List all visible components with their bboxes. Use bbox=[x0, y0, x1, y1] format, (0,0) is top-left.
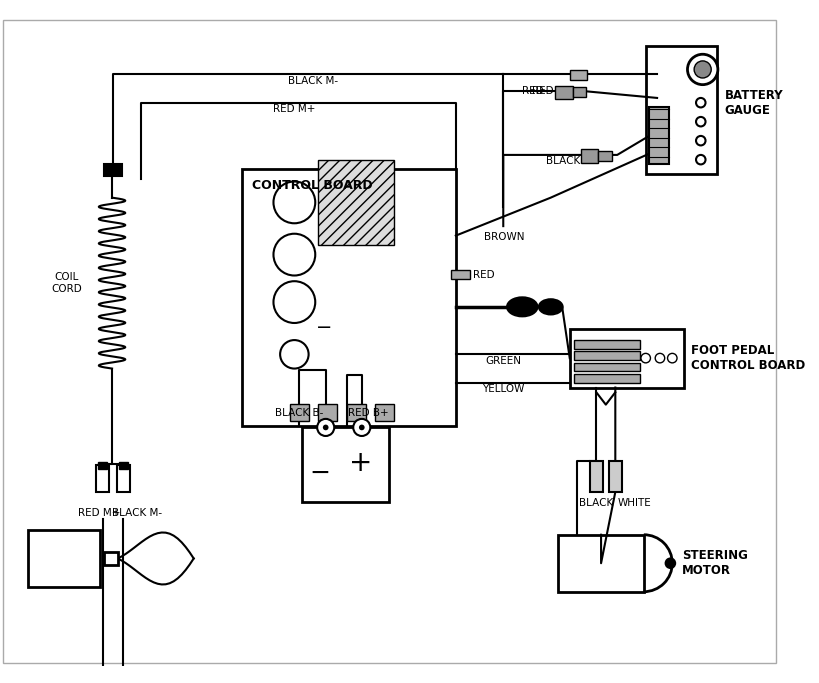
Circle shape bbox=[654, 353, 664, 363]
Text: RED: RED bbox=[522, 86, 543, 96]
Bar bbox=[581, 149, 598, 163]
Bar bbox=[572, 352, 639, 360]
Bar bbox=[318, 404, 337, 421]
Text: YELLOW: YELLOW bbox=[482, 385, 524, 394]
Text: CONTROL BOARD: CONTROL BOARD bbox=[251, 179, 372, 192]
Text: RED: RED bbox=[531, 86, 553, 96]
Bar bbox=[572, 363, 639, 372]
Bar bbox=[648, 107, 668, 165]
Text: BLACK M-: BLACK M- bbox=[112, 507, 162, 518]
Text: BLACK: BLACK bbox=[578, 499, 613, 508]
Bar bbox=[608, 460, 621, 492]
Bar bbox=[554, 85, 572, 99]
Circle shape bbox=[665, 559, 674, 568]
Circle shape bbox=[353, 419, 370, 436]
Text: COIL
CORD: COIL CORD bbox=[51, 273, 82, 294]
Bar bbox=[572, 87, 585, 97]
Text: $-$: $-$ bbox=[314, 316, 331, 335]
Circle shape bbox=[274, 234, 314, 275]
Bar bbox=[104, 552, 118, 565]
Bar bbox=[450, 270, 469, 279]
Circle shape bbox=[317, 419, 334, 436]
Text: RED M+: RED M+ bbox=[273, 104, 315, 114]
Bar bbox=[346, 404, 365, 421]
Circle shape bbox=[323, 425, 328, 430]
Bar bbox=[569, 70, 586, 80]
Bar bbox=[301, 428, 389, 501]
Bar bbox=[242, 169, 455, 426]
Bar bbox=[318, 160, 394, 245]
Circle shape bbox=[686, 54, 717, 85]
Text: RED: RED bbox=[473, 270, 494, 280]
Circle shape bbox=[640, 353, 649, 363]
Text: BLACK B-: BLACK B- bbox=[275, 408, 324, 418]
Bar bbox=[337, 174, 355, 217]
Text: WHITE: WHITE bbox=[617, 499, 650, 508]
Bar bbox=[569, 329, 683, 387]
Bar bbox=[289, 404, 308, 421]
Circle shape bbox=[695, 117, 704, 126]
Circle shape bbox=[274, 182, 314, 223]
Bar bbox=[598, 151, 611, 161]
Bar bbox=[572, 340, 639, 348]
Ellipse shape bbox=[538, 299, 562, 314]
Circle shape bbox=[695, 155, 704, 165]
Text: STEERING
MOTOR: STEERING MOTOR bbox=[681, 549, 747, 577]
Circle shape bbox=[280, 340, 308, 369]
Bar bbox=[572, 374, 639, 382]
Circle shape bbox=[274, 281, 314, 323]
Text: BLACK M-: BLACK M- bbox=[288, 76, 338, 85]
Circle shape bbox=[359, 425, 364, 430]
Circle shape bbox=[693, 61, 710, 78]
Circle shape bbox=[695, 98, 704, 107]
Text: RED M+: RED M+ bbox=[78, 507, 120, 518]
Circle shape bbox=[695, 55, 704, 65]
Text: BATTERY
GAUGE: BATTERY GAUGE bbox=[724, 89, 782, 117]
Text: BROWN: BROWN bbox=[484, 232, 524, 242]
Circle shape bbox=[667, 353, 676, 363]
Bar bbox=[119, 462, 128, 469]
Circle shape bbox=[695, 74, 704, 84]
Bar bbox=[29, 530, 100, 587]
Ellipse shape bbox=[506, 297, 536, 316]
Bar bbox=[589, 460, 602, 492]
Bar bbox=[116, 465, 130, 492]
Bar bbox=[96, 465, 109, 492]
Text: $+$: $+$ bbox=[347, 449, 369, 477]
Text: FOOT PEDAL
CONTROL BOARD: FOOT PEDAL CONTROL BOARD bbox=[690, 344, 804, 372]
Bar bbox=[374, 404, 394, 421]
Bar bbox=[97, 462, 107, 469]
Bar bbox=[645, 46, 716, 174]
Circle shape bbox=[695, 136, 704, 145]
Text: RED B+: RED B+ bbox=[347, 408, 387, 418]
Text: BLACK: BLACK bbox=[545, 156, 580, 167]
Bar bbox=[104, 165, 121, 176]
Text: GREEN: GREEN bbox=[485, 356, 521, 366]
Bar bbox=[558, 535, 643, 591]
Text: $-$: $-$ bbox=[309, 460, 328, 484]
